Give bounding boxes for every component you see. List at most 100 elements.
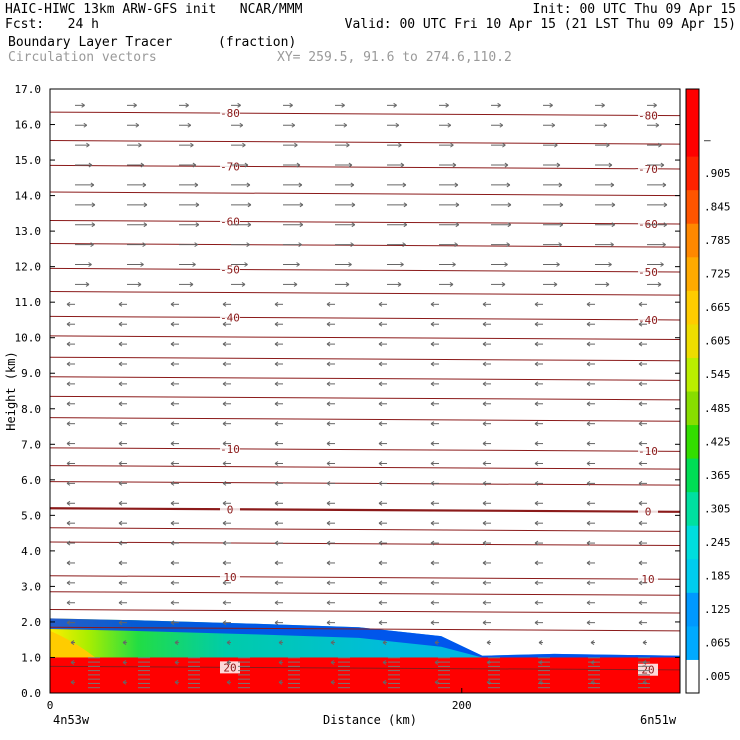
vector-arrowhead	[66, 301, 71, 307]
vector-arrowhead	[534, 401, 539, 407]
vector-arrowhead	[326, 441, 331, 447]
vector-arrowhead	[638, 560, 643, 566]
vector-arrowhead	[501, 281, 506, 287]
contour-label: -50	[220, 263, 240, 276]
temperature-contour	[49, 465, 681, 470]
vector-arrowhead	[586, 560, 591, 566]
y-tick-label: 7.0	[21, 438, 41, 451]
vector-arrowhead	[449, 281, 454, 287]
temperature-contour	[49, 164, 681, 170]
contour-label-bg	[220, 263, 240, 276]
vector-arrowhead	[226, 660, 231, 665]
vector-arrowhead	[170, 600, 175, 606]
vector-arrowhead	[274, 341, 279, 347]
vector-arrowhead	[91, 202, 96, 208]
vector-arrowhead	[534, 421, 539, 427]
vector-arrowhead	[455, 202, 460, 208]
vector-arrowhead	[170, 441, 175, 447]
colorbar-label: .185	[704, 570, 731, 583]
y-tick-label: 4.0	[21, 545, 41, 558]
contour-label: -10	[638, 445, 658, 458]
vector-arrowhead	[378, 381, 383, 387]
vector-arrowhead	[274, 381, 279, 387]
vector-arrowhead	[274, 361, 279, 367]
vector-arrowhead	[70, 679, 75, 685]
vector-arrowhead	[538, 640, 543, 645]
vector-arrowhead	[118, 421, 123, 427]
vector-arrowhead	[83, 122, 88, 128]
vector-arrowhead	[274, 480, 279, 486]
vector-arrowhead	[482, 620, 487, 626]
vector-arrowhead	[222, 540, 227, 546]
vector-arrowhead	[222, 620, 227, 626]
vector-arrowhead	[226, 679, 231, 685]
temperature-contour	[49, 191, 681, 197]
vector-arrowhead	[378, 560, 383, 566]
vector-arrowhead	[382, 640, 387, 645]
colorbar-swatch	[686, 223, 699, 258]
vector-arrowhead	[586, 321, 591, 327]
vector-arrowhead	[170, 540, 175, 546]
vector-arrowhead	[170, 361, 175, 367]
vector-arrowhead	[430, 421, 435, 427]
vector-arrowhead	[504, 162, 509, 168]
vector-arrowhead	[222, 500, 227, 506]
vector-arrowhead	[326, 480, 331, 486]
vector-arrowhead	[395, 122, 400, 128]
vector-arrowhead	[534, 500, 539, 506]
temperature-contour	[49, 417, 681, 422]
vector-arrowhead	[326, 520, 331, 526]
vector-arrowhead	[326, 401, 331, 407]
vector-arrowhead	[326, 421, 331, 427]
vector-arrowhead	[122, 640, 127, 645]
colorbar-label: .245	[704, 536, 731, 549]
vector-arrowhead	[326, 301, 331, 307]
vector-arrowhead	[118, 441, 123, 447]
y-tick-label: 0.0	[21, 687, 41, 700]
colorbar-label: .305	[704, 502, 731, 515]
vector-arrowhead	[174, 640, 179, 645]
vector-arrowhead	[534, 620, 539, 626]
contour-label: -70	[638, 163, 658, 176]
vector-arrowhead	[403, 202, 408, 208]
y-tick-label: 13.0	[15, 225, 42, 238]
vector-arrowhead	[534, 341, 539, 347]
vector-arrowhead	[66, 441, 71, 447]
vector-arrowhead	[274, 321, 279, 327]
colorbar-swatch	[686, 89, 699, 124]
vector-arrowhead	[638, 580, 643, 586]
y-tick-label: 3.0	[21, 580, 41, 593]
vector-arrowhead	[638, 461, 643, 466]
vector-arrowhead	[326, 620, 331, 626]
vector-arrowhead	[559, 202, 564, 208]
vector-arrowhead	[143, 222, 148, 228]
vector-arrowhead	[482, 441, 487, 447]
vector-arrowhead	[88, 162, 93, 168]
vector-arrowhead	[397, 281, 402, 287]
vector-arrowhead	[556, 162, 561, 168]
vector-arrowhead	[137, 281, 142, 287]
vector-arrowhead	[326, 361, 331, 367]
vector-arrowhead	[246, 242, 250, 248]
colorbar-label: .845	[704, 200, 731, 213]
vector-arrowhead	[170, 341, 175, 347]
vector-arrowhead	[653, 102, 657, 108]
vector-arrowhead	[657, 281, 662, 287]
vector-arrowhead	[382, 660, 387, 665]
vector-arrowhead	[430, 520, 435, 526]
vector-arrowhead	[90, 182, 95, 188]
x-end-label-right: 6n51w	[640, 713, 677, 727]
vector-arrowhead	[222, 520, 227, 526]
vector-arrowhead	[118, 500, 123, 506]
vector-arrowhead	[118, 401, 123, 407]
vector-arrowhead	[608, 162, 613, 168]
vector-arrowhead	[507, 202, 512, 208]
y-tick-label: 16.0	[15, 119, 42, 132]
vector-arrowhead	[170, 301, 175, 307]
header-line2-right: Valid: 00 UTC Fri 10 Apr 15 (21 LST Thu …	[344, 17, 736, 32]
colorbar-label: .065	[704, 637, 731, 650]
vector-arrowhead	[66, 361, 71, 367]
vector-arrowhead	[351, 222, 356, 228]
vector-arrowhead	[638, 480, 643, 486]
temperature-contour	[49, 665, 681, 671]
